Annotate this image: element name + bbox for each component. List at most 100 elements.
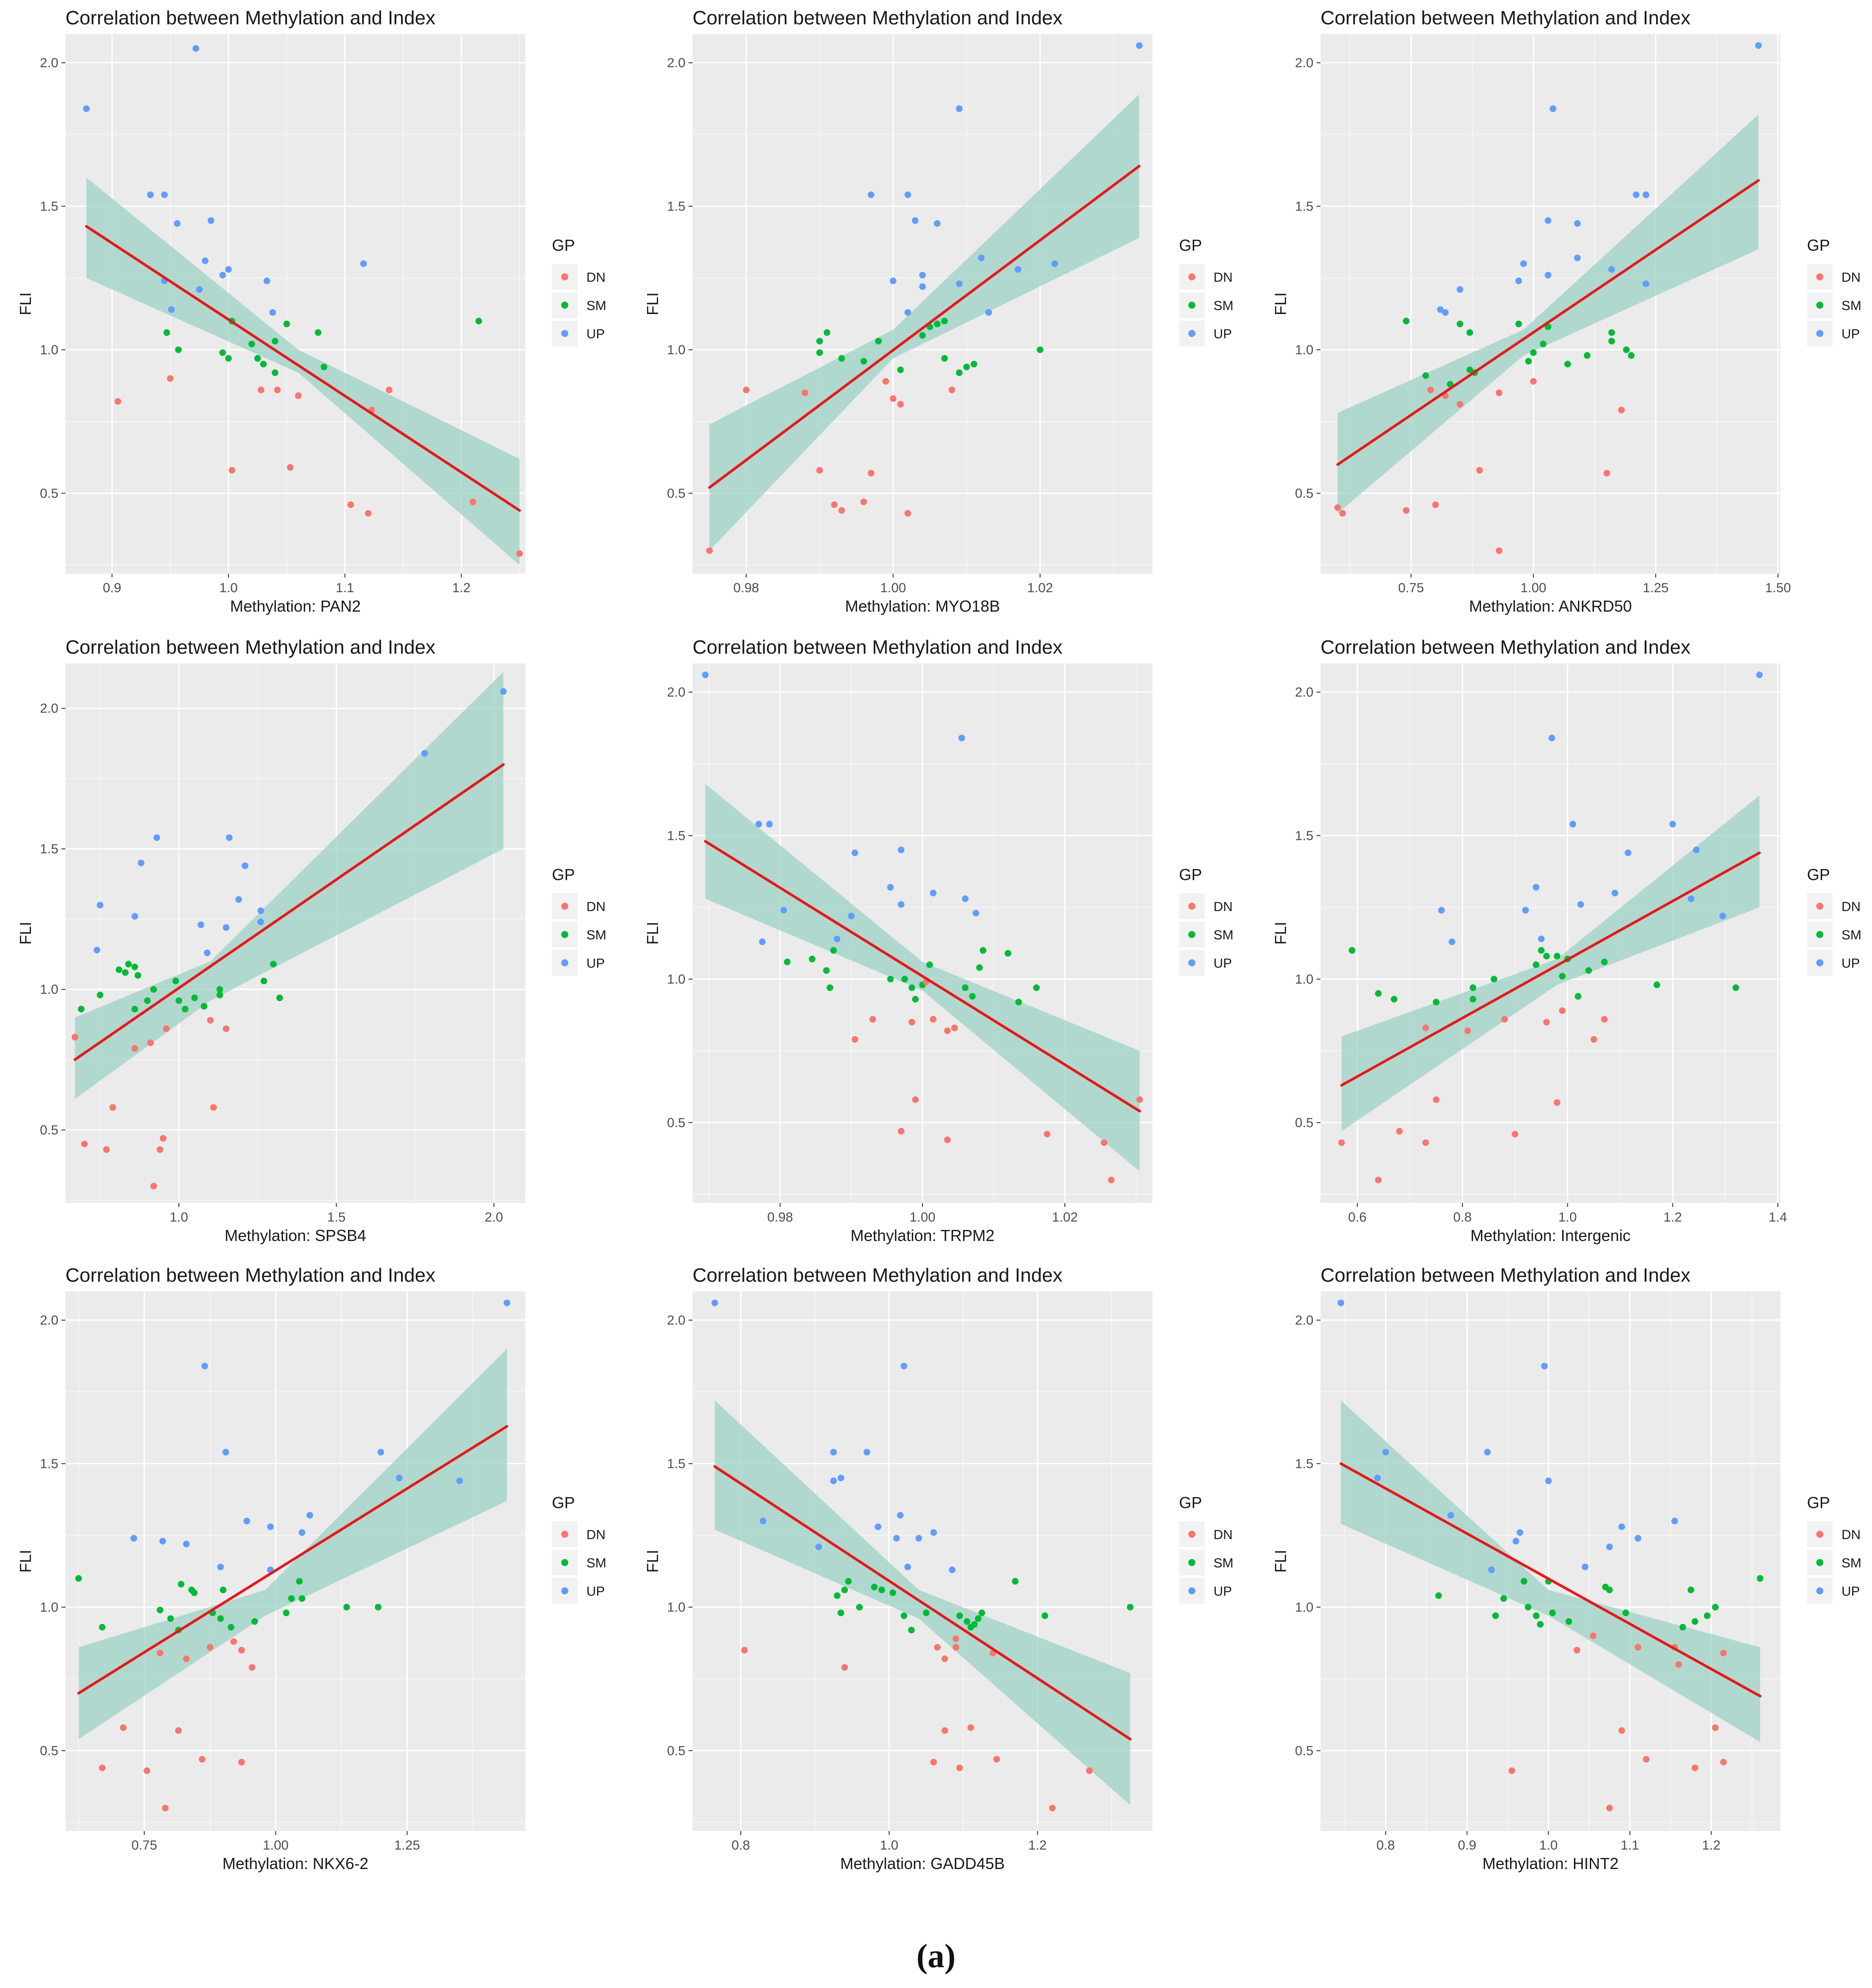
data-point-dn bbox=[150, 1183, 157, 1190]
legend-label-dn: DN bbox=[586, 900, 605, 914]
data-point-up bbox=[834, 935, 841, 942]
data-point-sm bbox=[219, 349, 226, 356]
y-tick-label: 0.5 bbox=[40, 1123, 58, 1138]
x-tick-label: 0.98 bbox=[767, 1210, 793, 1225]
data-point-dn bbox=[1606, 1804, 1613, 1812]
data-point-dn bbox=[1559, 1007, 1566, 1014]
data-point-dn bbox=[274, 387, 281, 394]
data-point-sm bbox=[1554, 953, 1561, 960]
data-point-sm bbox=[887, 976, 894, 983]
data-point-up bbox=[1456, 286, 1463, 293]
data-point-dn bbox=[103, 1146, 110, 1153]
x-tick-label: 1.4 bbox=[1769, 1210, 1787, 1225]
data-point-dn bbox=[147, 1039, 154, 1046]
data-point-sm bbox=[1456, 320, 1463, 327]
x-tick-label: 1.25 bbox=[1643, 581, 1669, 595]
gridlines bbox=[693, 663, 1152, 1203]
data-point-dn bbox=[81, 1141, 88, 1148]
data-point-sm bbox=[1127, 1604, 1134, 1611]
data-point-sm bbox=[1348, 947, 1355, 954]
data-point-up bbox=[1545, 1477, 1552, 1484]
legend-label-sm: SM bbox=[1841, 1556, 1861, 1570]
data-point-up bbox=[1671, 1517, 1678, 1525]
legend-key-up bbox=[1188, 1587, 1195, 1594]
y-tick-label: 2.0 bbox=[667, 685, 685, 700]
scatter-panel-4: Correlation between Methylation and Inde… bbox=[16, 636, 606, 1245]
legend-key-sm bbox=[561, 931, 568, 938]
legend-key-sm bbox=[1188, 1559, 1195, 1566]
data-point-sm bbox=[75, 1575, 82, 1582]
x-tick-label: 1.0 bbox=[1558, 1210, 1577, 1225]
data-point-dn bbox=[1642, 1756, 1650, 1763]
y-axis-label: FLI bbox=[643, 922, 662, 945]
data-point-sm bbox=[1470, 984, 1477, 991]
data-point-up bbox=[1574, 220, 1581, 227]
data-point-sm bbox=[823, 329, 831, 336]
x-tick-label: 1.0 bbox=[880, 1838, 899, 1853]
legend: GP DN SM UP bbox=[552, 866, 606, 976]
data-point-sm bbox=[1432, 999, 1439, 1006]
x-axis-label: Methylation: ANKRD50 bbox=[1469, 597, 1632, 615]
data-point-sm bbox=[889, 1589, 896, 1596]
data-point-dn bbox=[157, 1650, 164, 1657]
x-tick-label: 1.2 bbox=[452, 581, 471, 595]
data-point-dn bbox=[230, 1638, 237, 1645]
data-point-sm bbox=[217, 1615, 224, 1622]
data-point-dn bbox=[287, 464, 294, 471]
legend-title: GP bbox=[1179, 1494, 1202, 1512]
data-point-up bbox=[1669, 820, 1676, 827]
data-point-sm bbox=[299, 1595, 306, 1602]
data-point-sm bbox=[1628, 352, 1635, 359]
data-point-up bbox=[201, 1363, 208, 1370]
legend-key-dn bbox=[1188, 903, 1195, 910]
data-point-sm bbox=[816, 337, 823, 345]
x-tick-label: 1.00 bbox=[880, 581, 906, 595]
y-tick-label: 2.0 bbox=[667, 56, 685, 70]
data-point-sm bbox=[1037, 346, 1044, 353]
data-point-sm bbox=[216, 992, 223, 999]
data-point-dn bbox=[163, 1025, 170, 1032]
x-tick-label: 0.8 bbox=[1453, 1210, 1472, 1225]
x-tick-label: 0.6 bbox=[1348, 1210, 1367, 1225]
data-point-up bbox=[1337, 1299, 1344, 1306]
legend-label-sm: SM bbox=[1214, 1556, 1233, 1570]
data-point-sm bbox=[375, 1604, 382, 1611]
x-axis-label: Methylation: HINT2 bbox=[1482, 1854, 1619, 1873]
gridlines bbox=[1321, 663, 1780, 1203]
data-point-sm bbox=[1390, 996, 1397, 1003]
x-axis-label: Methylation: Intergenic bbox=[1470, 1226, 1631, 1245]
data-point-dn bbox=[944, 1136, 951, 1143]
data-point-sm bbox=[875, 337, 882, 345]
data-point-sm bbox=[248, 341, 255, 348]
data-point-up bbox=[168, 306, 175, 313]
data-point-sm bbox=[227, 1624, 234, 1631]
data-point-up bbox=[1544, 272, 1551, 279]
legend-key-sm bbox=[1188, 302, 1195, 309]
data-point-dn bbox=[229, 467, 236, 474]
data-point-sm bbox=[99, 1624, 106, 1631]
legend-key-up bbox=[561, 330, 568, 337]
data-point-sm bbox=[96, 992, 103, 999]
data-point-dn bbox=[120, 1724, 127, 1731]
data-point-sm bbox=[163, 329, 170, 336]
data-point-dn bbox=[1464, 1027, 1471, 1034]
data-point-sm bbox=[1539, 341, 1547, 348]
data-point-dn bbox=[1618, 406, 1625, 414]
x-tick-label: 0.8 bbox=[1376, 1838, 1395, 1853]
data-point-up bbox=[985, 309, 992, 316]
legend-label-dn: DN bbox=[1841, 270, 1861, 285]
data-point-dn bbox=[1635, 1644, 1642, 1651]
y-tick-label: 2.0 bbox=[667, 1313, 685, 1328]
x-axis-label: Methylation: MYO18B bbox=[845, 597, 1000, 615]
confidence-band bbox=[1337, 114, 1759, 513]
x-tick-label: 1.02 bbox=[1052, 1210, 1078, 1225]
data-point-up bbox=[1608, 266, 1615, 273]
scatter-panel-9: Correlation between Methylation and Inde… bbox=[1271, 1264, 1861, 1873]
chart-title: Correlation between Methylation and Inde… bbox=[65, 636, 436, 658]
y-tick-label: 0.5 bbox=[40, 1743, 58, 1758]
data-point-up bbox=[711, 1299, 718, 1306]
data-point-dn bbox=[1675, 1661, 1682, 1668]
data-point-dn bbox=[967, 1724, 974, 1731]
y-axis-label: FLI bbox=[643, 292, 662, 315]
data-point-up bbox=[196, 286, 203, 293]
